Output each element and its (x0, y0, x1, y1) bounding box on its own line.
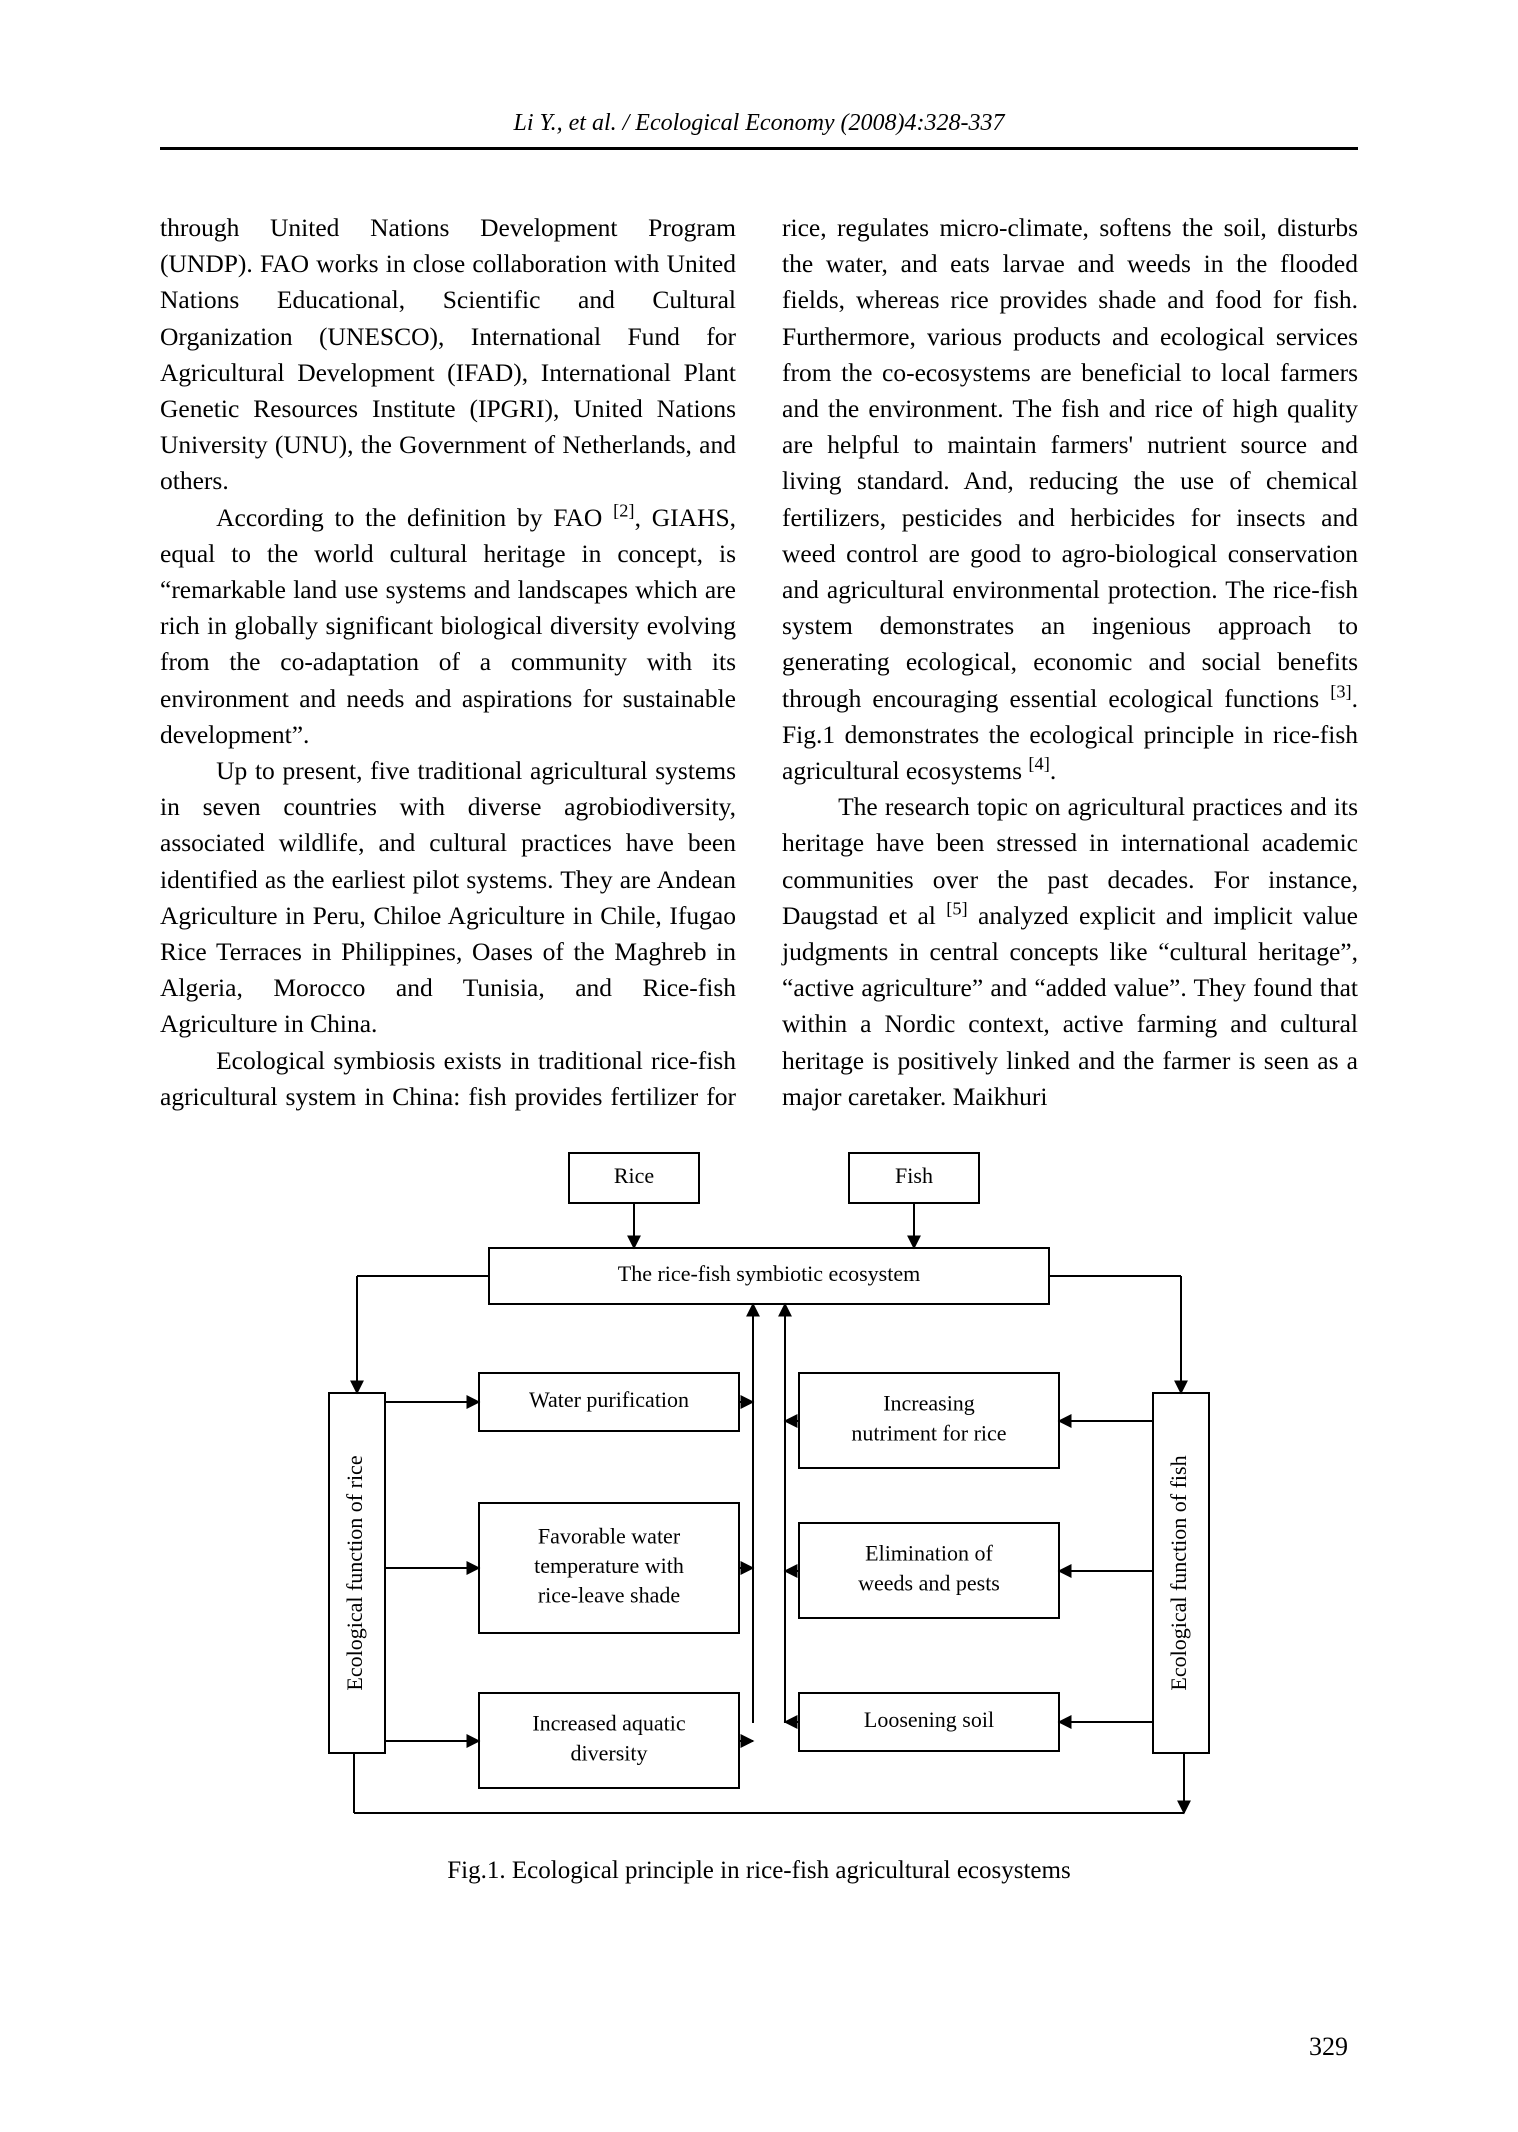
svg-text:Fish: Fish (895, 1163, 933, 1188)
svg-text:Ecological function of rice: Ecological function of rice (342, 1455, 367, 1690)
paper-page: Li Y., et al. / Ecological Economy (2008… (0, 0, 1518, 2132)
svg-text:The rice-fish symbiotic ecosys: The rice-fish symbiotic ecosystem (618, 1261, 920, 1286)
para-2: According to the definition by FAO [2], … (160, 500, 736, 753)
para-1: through United Nations Development Progr… (160, 210, 736, 500)
figure-1: Rice Fish The rice-fish symbiotic ecosyste… (160, 1143, 1358, 1893)
para-3: Up to present, five traditional agricult… (160, 753, 736, 1043)
header-rule (160, 147, 1358, 150)
svg-text:Increasingnutriment for rice: Increasingnutriment for rice (851, 1391, 1006, 1446)
svg-text:Loosening soil: Loosening soil (864, 1707, 994, 1732)
para-5: The research topic on agricultural pract… (782, 789, 1358, 1115)
body-columns: through United Nations Development Progr… (160, 210, 1358, 1115)
svg-text:Favorable watertemperature wit: Favorable watertemperature withrice-leav… (534, 1523, 684, 1607)
svg-text:Ecological function of fish: Ecological function of fish (1166, 1455, 1191, 1690)
svg-text:Elimination ofweeds and pests: Elimination ofweeds and pests (858, 1541, 1000, 1596)
svg-text:Increased aquaticdiversity: Increased aquaticdiversity (532, 1711, 686, 1766)
svg-text:Rice: Rice (614, 1163, 654, 1188)
figure-svg: Rice Fish The rice-fish symbiotic ecosyste… (269, 1143, 1249, 1843)
svg-text:Water purification: Water purification (529, 1387, 689, 1412)
page-number: 329 (1309, 2032, 1348, 2062)
running-header: Li Y., et al. / Ecological Economy (2008… (160, 110, 1358, 147)
figure-caption: Fig.1. Ecological principle in rice-fish… (160, 1857, 1358, 1885)
